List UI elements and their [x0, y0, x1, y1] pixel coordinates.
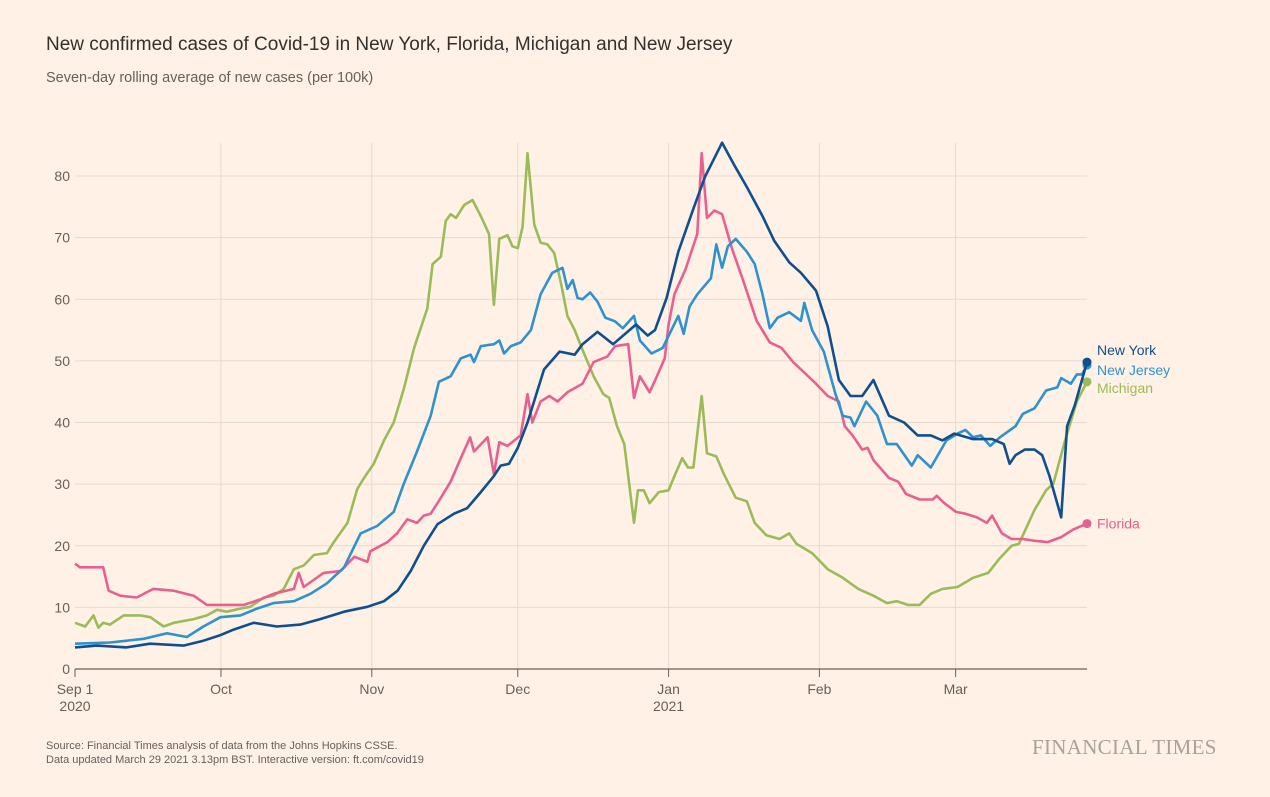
series-line-florida	[74, 151, 1088, 607]
series-line-new-jersey	[74, 237, 1089, 645]
x-tick-label: Feb	[807, 681, 831, 697]
series-end-dot-michigan	[1082, 377, 1092, 387]
updated-line: Data updated March 29 2021 3.13pm BST. I…	[46, 754, 424, 766]
y-tick-label: 80	[54, 168, 70, 184]
x-tick-label: Dec	[505, 681, 530, 697]
ft-logo: FINANCIAL TIMES	[1032, 735, 1217, 759]
series-label-florida: Florida	[1097, 516, 1140, 532]
source-note: Source: Financial Times analysis of data…	[46, 739, 424, 767]
y-tick-label: 10	[54, 599, 70, 615]
x-tick-year-label: 2020	[59, 698, 90, 714]
y-tick-label: 50	[54, 353, 70, 369]
series-label-michigan: Michigan	[1097, 380, 1153, 396]
x-tick-label: Oct	[210, 681, 232, 697]
series-line-new-york	[74, 141, 1089, 649]
series-end-dot-florida	[1082, 519, 1092, 529]
y-tick-label: 40	[54, 415, 70, 431]
y-tick-label: 0	[62, 661, 70, 677]
source-line: Source: Financial Times analysis of data…	[46, 740, 398, 752]
y-tick-label: 60	[54, 291, 70, 307]
y-tick-label: 70	[54, 230, 70, 246]
x-tick-label: Sep 1	[57, 681, 94, 697]
y-tick-label: 20	[54, 538, 70, 554]
series-label-new-jersey: New Jersey	[1097, 362, 1170, 378]
x-tick-label: Mar	[944, 681, 968, 697]
chart-subtitle: Seven-day rolling average of new cases (…	[46, 70, 374, 86]
chart-title: New confirmed cases of Covid-19 in New Y…	[46, 34, 733, 55]
series-end-dot-new-york	[1082, 357, 1092, 367]
x-tick-label: Nov	[359, 681, 384, 697]
x-tick-year-label: 2021	[653, 698, 684, 714]
series-label-new-york: New York	[1097, 342, 1157, 358]
x-tick-label: Jan	[657, 681, 680, 697]
series-line-michigan	[74, 151, 1089, 629]
y-tick-label: 30	[54, 476, 70, 492]
